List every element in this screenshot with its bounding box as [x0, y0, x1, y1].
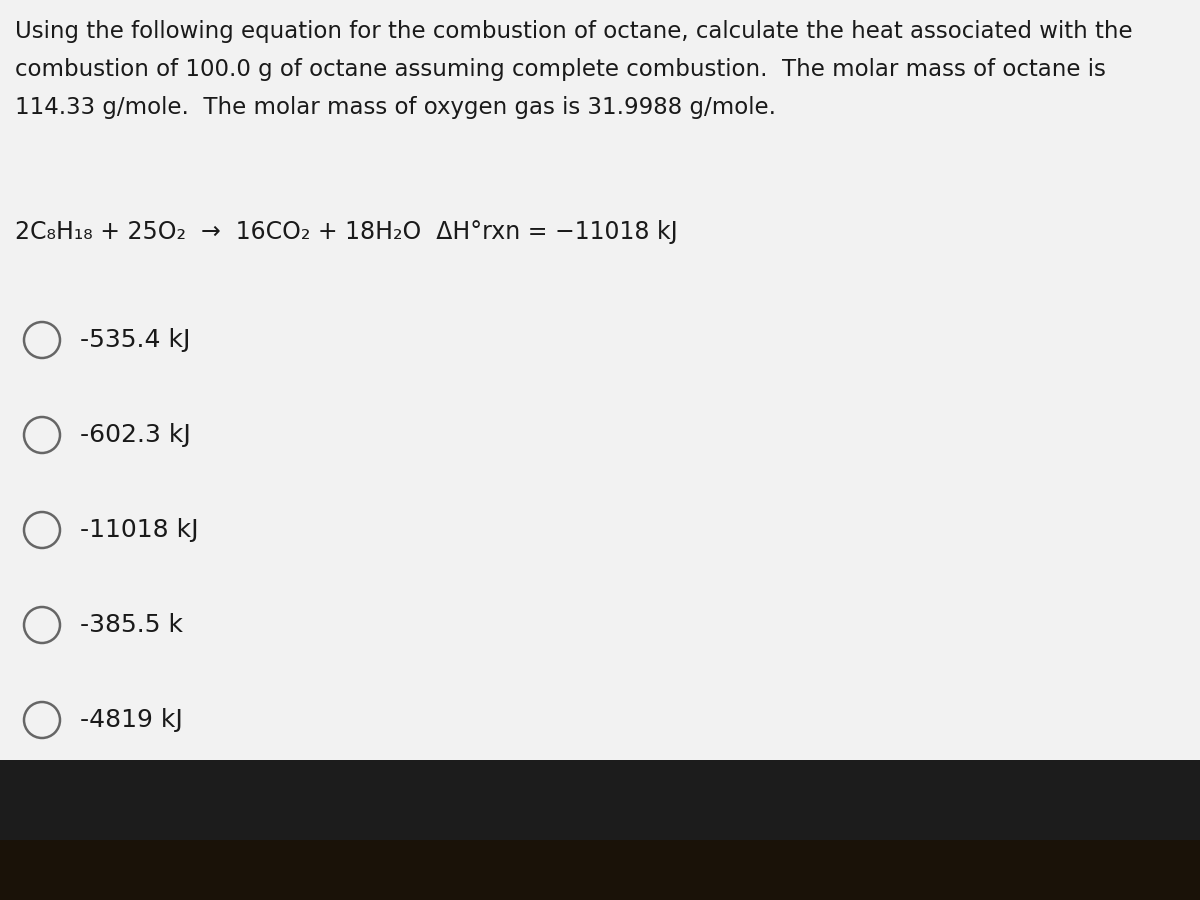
Text: -535.4 kJ: -535.4 kJ: [80, 328, 191, 352]
Bar: [0, 760, 1200, 840]
Text: 2C₈H₁₈ + 25O₂  →  16CO₂ + 18H₂O  ΔH°rxn = −11018 kJ: 2C₈H₁₈ + 25O₂ → 16CO₂ + 18H₂O ΔH°rxn = −…: [14, 220, 678, 244]
Text: combustion of 100.0 g of octane assuming complete combustion.  The molar mass of: combustion of 100.0 g of octane assuming…: [14, 58, 1106, 81]
Text: 114.33 g/mole.  The molar mass of oxygen gas is 31.9988 g/mole.: 114.33 g/mole. The molar mass of oxygen …: [14, 96, 776, 119]
Bar: [0, 840, 1200, 900]
Text: -11018 kJ: -11018 kJ: [80, 518, 199, 542]
Text: -4819 kJ: -4819 kJ: [80, 708, 182, 732]
Text: Using the following equation for the combustion of octane, calculate the heat as: Using the following equation for the com…: [14, 20, 1133, 43]
Text: -385.5 k: -385.5 k: [80, 613, 182, 637]
Bar: [0, 0, 1200, 760]
Text: -602.3 kJ: -602.3 kJ: [80, 423, 191, 447]
